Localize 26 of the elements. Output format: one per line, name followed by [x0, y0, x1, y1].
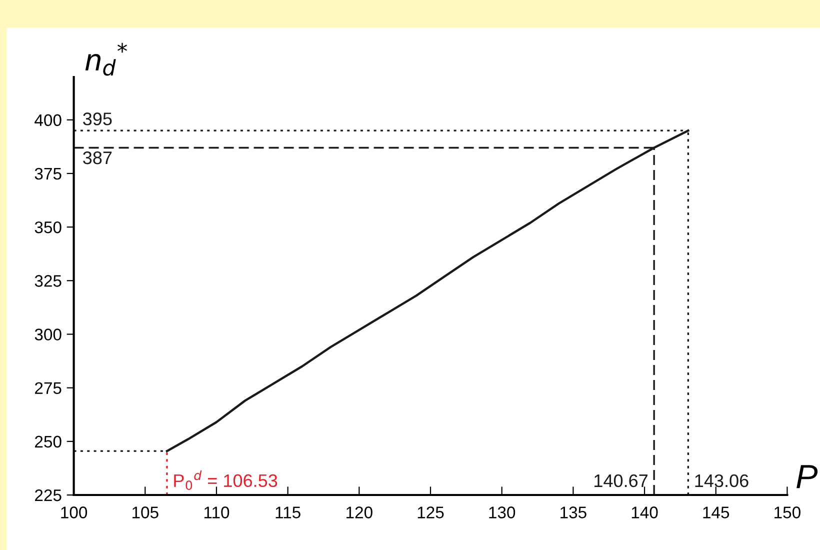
y-tick-label: 225 — [35, 489, 62, 502]
ref-line-label: P$_{0}$$^{d}$ = 106.53 — [174, 470, 278, 490]
x-tick-label: 145 — [703, 506, 730, 518]
y-tick-label: 350 — [34, 221, 62, 234]
x-tick-label: 115 — [276, 506, 300, 518]
y-tick-label: 375 — [34, 168, 62, 180]
x-tick-label: 120 — [346, 506, 372, 518]
x-tick-label: 150 — [774, 506, 800, 518]
x-tick-label: 105 — [132, 506, 158, 518]
ref-line-label: 387 — [83, 151, 112, 164]
x-axis-title: P — [796, 465, 818, 488]
ref-line-label: 143.06 — [695, 474, 748, 488]
y-tick-label: 275 — [35, 382, 62, 394]
y-axis-title: n$_{d}$$^{*}$ — [85, 42, 127, 76]
y-tick-label: 400 — [34, 114, 62, 126]
x-tick-label: 140 — [632, 506, 658, 518]
x-tick-label: 135 — [560, 506, 586, 518]
y-tick-label: 250 — [35, 436, 62, 448]
ref-line-label: 395 — [83, 112, 112, 126]
x-tick-label: 125 — [418, 506, 444, 518]
x-tick-label: 130 — [489, 506, 516, 518]
y-tick-label: 300 — [34, 328, 62, 340]
ref-line-label: 140.67 — [594, 474, 648, 488]
x-tick-label: 100 — [61, 506, 88, 518]
x-tick-label: 110 — [204, 506, 230, 518]
y-tick-label: 325 — [34, 275, 62, 287]
